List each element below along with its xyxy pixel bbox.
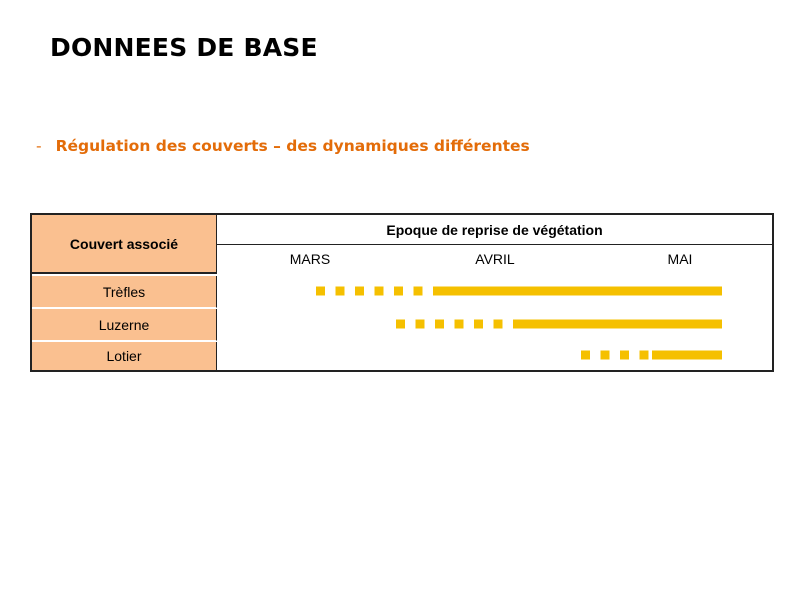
dash-segment xyxy=(600,350,610,360)
dash-segment xyxy=(415,319,425,329)
dash-segment xyxy=(396,319,405,329)
dash-segment xyxy=(335,286,345,296)
dash-segment xyxy=(620,350,629,360)
bullet-marker: - xyxy=(36,137,42,155)
solid-period-bar xyxy=(652,350,722,360)
dash-segment xyxy=(639,350,649,360)
month-mai: MAI xyxy=(667,251,693,267)
page-title: DONNEES DE BASE xyxy=(50,33,318,62)
dash-segment xyxy=(493,319,503,329)
dash-segment xyxy=(394,286,403,296)
couvert-header: Couvert associé xyxy=(32,215,217,274)
month-mars: MARS xyxy=(289,251,331,267)
solid-period-bar xyxy=(440,286,722,296)
dash-segment xyxy=(374,286,384,296)
month-avril: AVRIL xyxy=(475,251,515,267)
solid-period-bar xyxy=(513,319,722,329)
bullet-item: - Régulation des couverts – des dynamiqu… xyxy=(36,137,530,155)
dash-segment xyxy=(413,286,423,296)
dash-segment xyxy=(433,286,442,296)
row-label-luzerne: Luzerne xyxy=(32,309,217,341)
bullet-text: Régulation des couverts – des dynamiques… xyxy=(55,137,530,155)
dash-segment xyxy=(435,319,444,329)
dash-segment xyxy=(474,319,483,329)
dash-segment xyxy=(454,319,464,329)
row-label-trefles: Trèfles xyxy=(32,276,217,308)
dash-segment xyxy=(581,350,590,360)
vegetation-table: Couvert associé Epoque de reprise de vég… xyxy=(30,213,774,372)
period-header: Epoque de reprise de végétation xyxy=(217,215,772,245)
row-label-lotier: Lotier xyxy=(32,342,217,370)
timeline-bars xyxy=(316,286,722,360)
dash-segment xyxy=(316,286,325,296)
dash-segment xyxy=(355,286,364,296)
